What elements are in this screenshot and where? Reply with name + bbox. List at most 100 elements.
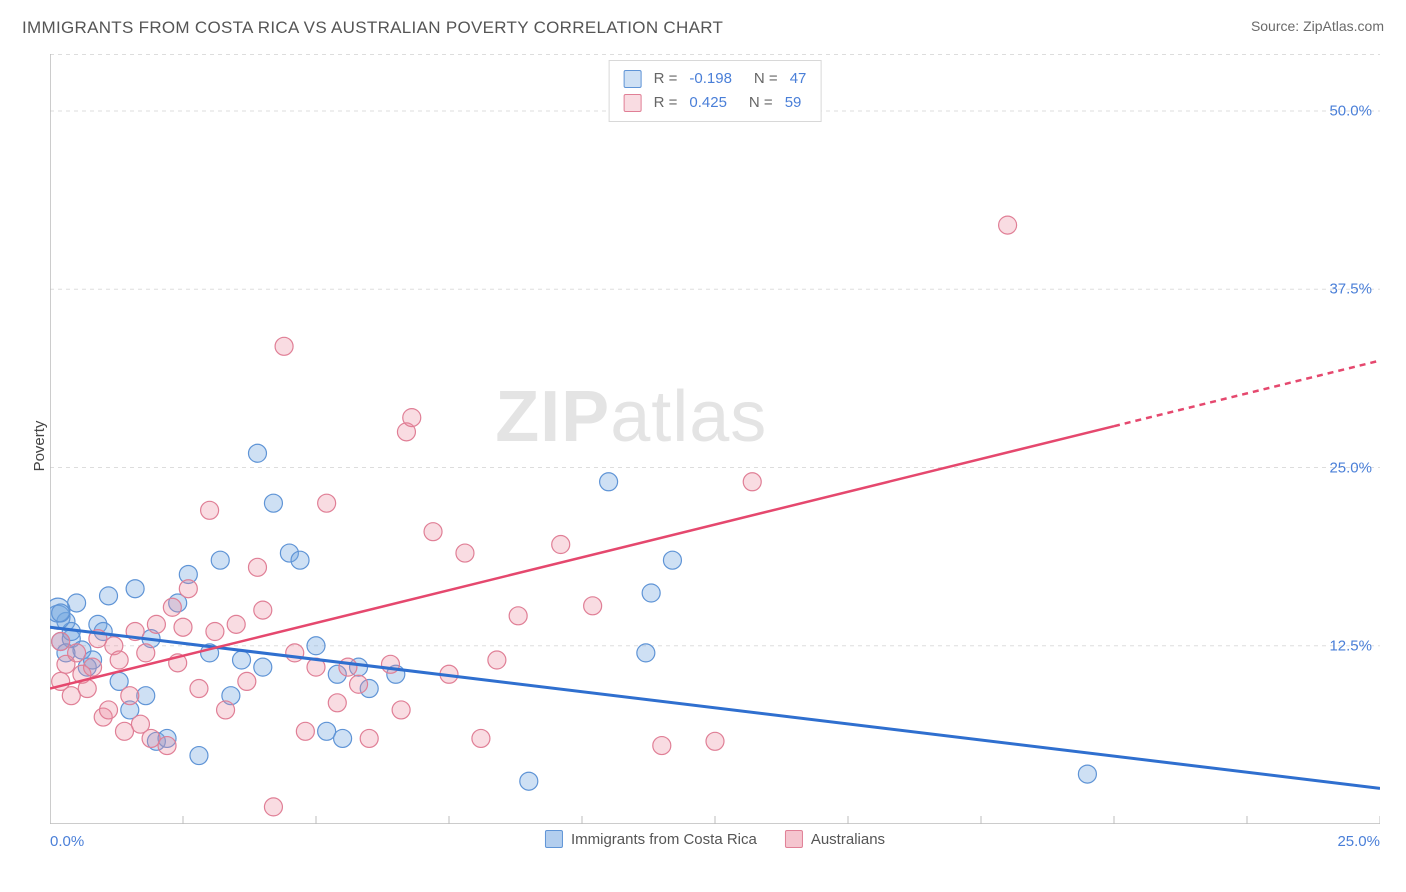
data-point [233, 651, 251, 669]
y-tick-label: 12.5% [1329, 637, 1372, 654]
data-point [360, 729, 378, 747]
data-point [84, 658, 102, 676]
data-point [142, 729, 160, 747]
y-tick-label: 37.5% [1329, 281, 1372, 298]
legend-item: Immigrants from Costa Rica [545, 830, 757, 848]
data-point [163, 598, 181, 616]
data-point [403, 409, 421, 427]
data-point [137, 644, 155, 662]
data-point [254, 601, 272, 619]
data-point [339, 658, 357, 676]
legend-label: Australians [811, 831, 885, 848]
y-axis-label: Poverty [31, 421, 48, 472]
data-point [642, 584, 660, 602]
correlation-legend: R = -0.198 N = 47 R = 0.425 N = 59 [609, 60, 822, 122]
data-point [600, 473, 618, 491]
r-value: 0.425 [689, 91, 727, 115]
data-point [238, 672, 256, 690]
data-point [275, 337, 293, 355]
data-point [584, 597, 602, 615]
series-legend: Immigrants from Costa Rica Australians [545, 830, 885, 848]
trend-line [50, 426, 1114, 688]
data-point [158, 737, 176, 755]
data-point [653, 737, 671, 755]
data-point [291, 551, 309, 569]
data-point [190, 747, 208, 765]
data-point [206, 623, 224, 641]
correlation-row: R = -0.198 N = 47 [624, 67, 807, 91]
data-point [999, 216, 1017, 234]
chart-title: IMMIGRANTS FROM COSTA RICA VS AUSTRALIAN… [22, 18, 723, 38]
n-value: 47 [790, 67, 807, 91]
stat-label: R = [654, 67, 678, 91]
legend-swatch [624, 70, 642, 88]
data-point [334, 729, 352, 747]
data-point [100, 701, 118, 719]
legend-swatch [545, 830, 563, 848]
data-point [62, 687, 80, 705]
data-point [456, 544, 474, 562]
correlation-row: R = 0.425 N = 59 [624, 91, 807, 115]
y-tick-label: 50.0% [1329, 103, 1372, 120]
data-point [318, 494, 336, 512]
data-point [211, 551, 229, 569]
legend-swatch [785, 830, 803, 848]
data-point [121, 687, 139, 705]
data-point [248, 444, 266, 462]
data-point [174, 618, 192, 636]
data-point [201, 501, 219, 519]
data-point [190, 680, 208, 698]
data-point [137, 687, 155, 705]
data-point [1078, 765, 1096, 783]
data-point [78, 680, 96, 698]
data-point [100, 587, 118, 605]
data-point [217, 701, 235, 719]
data-point [552, 536, 570, 554]
stat-label: R = [654, 91, 678, 115]
trend-line-dashed [1114, 361, 1380, 427]
data-point [509, 607, 527, 625]
legend-item: Australians [785, 830, 885, 848]
stat-label: N = [754, 67, 778, 91]
data-point [52, 604, 70, 622]
n-value: 59 [785, 91, 802, 115]
data-point [663, 551, 681, 569]
legend-label: Immigrants from Costa Rica [571, 831, 757, 848]
data-point [254, 658, 272, 676]
data-point [350, 675, 368, 693]
plot-svg [50, 54, 1380, 824]
legend-swatch [624, 94, 642, 112]
scatter-plot: ZIPatlas R =-0.198N =47R =0.425N =59 Imm… [50, 54, 1380, 824]
data-point [52, 632, 70, 650]
y-tick-label: 25.0% [1329, 459, 1372, 476]
source-label: Source: ZipAtlas.com [1251, 18, 1384, 34]
data-point [227, 615, 245, 633]
data-point [706, 732, 724, 750]
data-point [328, 694, 346, 712]
data-point [248, 558, 266, 576]
data-point [472, 729, 490, 747]
r-value: -0.198 [689, 67, 732, 91]
trend-line [50, 627, 1380, 788]
x-tick-label: 0.0% [50, 833, 84, 850]
data-point [637, 644, 655, 662]
data-point [520, 772, 538, 790]
data-point [286, 644, 304, 662]
data-point [307, 637, 325, 655]
data-point [264, 798, 282, 816]
data-point [424, 523, 442, 541]
data-point [115, 722, 133, 740]
data-point [147, 615, 165, 633]
data-point [110, 651, 128, 669]
data-point [126, 580, 144, 598]
data-point [318, 722, 336, 740]
data-point [264, 494, 282, 512]
data-point [488, 651, 506, 669]
data-point [68, 644, 86, 662]
x-tick-label: 25.0% [1337, 833, 1380, 850]
data-point [743, 473, 761, 491]
data-point [179, 580, 197, 598]
data-point [296, 722, 314, 740]
stat-label: N = [749, 91, 773, 115]
data-point [392, 701, 410, 719]
